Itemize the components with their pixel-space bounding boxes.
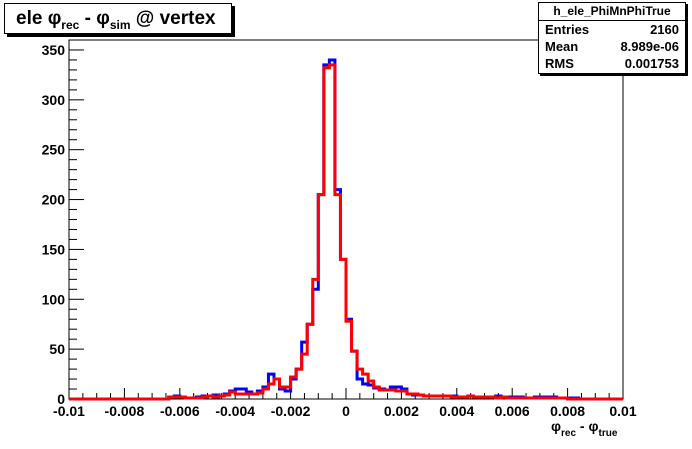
x-tick-label: -0.006 bbox=[160, 403, 200, 419]
stats-row-mean: Mean 8.989e-06 bbox=[539, 38, 685, 55]
chart-title: ele φrec - φsim @ vertex bbox=[4, 3, 232, 34]
y-tick-label: 0 bbox=[57, 391, 65, 407]
histogram-series-red bbox=[69, 63, 623, 401]
y-tick-label: 50 bbox=[49, 341, 65, 357]
y-tick-label: 100 bbox=[42, 291, 66, 307]
stats-value: 2160 bbox=[650, 22, 679, 37]
y-tick-label: 150 bbox=[42, 241, 66, 257]
stats-value: 0.001753 bbox=[624, 56, 679, 71]
stats-histogram-name: h_ele_PhiMnPhiTrue bbox=[539, 3, 685, 21]
stats-row-rms: RMS 0.001753 bbox=[539, 55, 685, 72]
x-tick-label: 0.006 bbox=[495, 403, 530, 419]
x-tick-label: 0.01 bbox=[609, 403, 636, 419]
x-tick-label: 0 bbox=[342, 403, 350, 419]
x-tick-label: 0.004 bbox=[439, 403, 474, 419]
stats-key: Entries bbox=[545, 22, 590, 37]
y-tick-label: 300 bbox=[42, 92, 66, 108]
stats-box: h_ele_PhiMnPhiTrue Entries 2160 Mean 8.9… bbox=[538, 2, 686, 74]
stats-row-entries: Entries 2160 bbox=[539, 21, 685, 38]
x-tick-label: -0.01 bbox=[53, 403, 85, 419]
stats-value: 8.989e-06 bbox=[620, 39, 679, 54]
stats-key: RMS bbox=[545, 56, 574, 71]
y-tick-label: 200 bbox=[42, 192, 66, 208]
histogram-series-blue bbox=[69, 58, 623, 401]
x-tick-label: -0.008 bbox=[105, 403, 145, 419]
y-tick-label: 350 bbox=[42, 42, 66, 58]
x-tick-label: 0.002 bbox=[384, 403, 419, 419]
y-tick-label: 250 bbox=[42, 142, 66, 158]
x-axis-label: φrec - φtrue bbox=[551, 418, 618, 439]
x-tick-label: -0.002 bbox=[271, 403, 311, 419]
x-tick-label: 0.008 bbox=[550, 403, 585, 419]
plot-frame bbox=[68, 39, 624, 400]
stats-key: Mean bbox=[545, 39, 579, 54]
x-tick-label: -0.004 bbox=[215, 403, 255, 419]
